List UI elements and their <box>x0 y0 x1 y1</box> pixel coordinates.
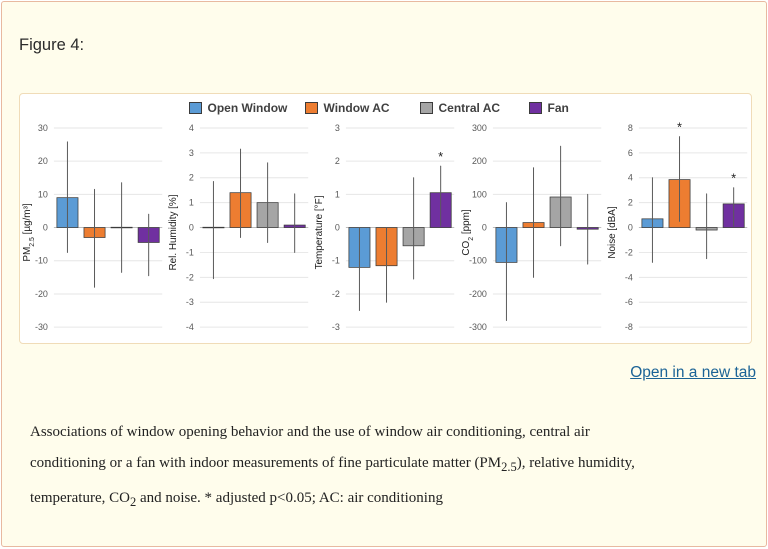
svg-text:1: 1 <box>189 198 194 208</box>
svg-text:10: 10 <box>38 189 48 199</box>
svg-text:-2: -2 <box>625 247 633 257</box>
svg-text:0: 0 <box>482 223 487 233</box>
svg-text:*: * <box>677 122 682 135</box>
svg-text:4: 4 <box>628 173 633 183</box>
svg-text:20: 20 <box>38 156 48 166</box>
svg-text:-30: -30 <box>35 322 48 332</box>
svg-text:Noise [dBA]: Noise [dBA] <box>607 206 618 259</box>
svg-text:-2: -2 <box>332 289 340 299</box>
svg-text:1: 1 <box>335 189 340 199</box>
svg-text:-1: -1 <box>186 247 194 257</box>
svg-text:2: 2 <box>628 198 633 208</box>
svg-text:-2: -2 <box>186 272 194 282</box>
svg-text:-100: -100 <box>469 256 487 266</box>
svg-text:*: * <box>731 171 736 186</box>
svg-text:0: 0 <box>189 223 194 233</box>
svg-text:0: 0 <box>335 223 340 233</box>
svg-text:Temperature [°F]: Temperature [°F] <box>314 195 325 269</box>
svg-text:2: 2 <box>335 156 340 166</box>
svg-text:Rel. Humidity [%]: Rel. Humidity [%] <box>168 194 179 270</box>
svg-text:4: 4 <box>189 123 194 133</box>
svg-text:-20: -20 <box>35 289 48 299</box>
svg-text:-4: -4 <box>186 322 194 332</box>
svg-text:CO2 [ppm]: CO2 [ppm] <box>461 209 475 255</box>
svg-text:PM2.5 [µg/m³]: PM2.5 [µg/m³] <box>22 203 36 262</box>
svg-text:-200: -200 <box>469 289 487 299</box>
svg-text:0: 0 <box>628 223 633 233</box>
svg-text:*: * <box>439 149 444 164</box>
svg-text:-4: -4 <box>625 272 633 282</box>
svg-text:200: 200 <box>472 156 487 166</box>
svg-text:8: 8 <box>628 123 633 133</box>
svg-text:30: 30 <box>38 123 48 133</box>
svg-text:-3: -3 <box>332 322 340 332</box>
svg-text:-10: -10 <box>35 256 48 266</box>
svg-text:100: 100 <box>472 189 487 199</box>
svg-text:3: 3 <box>335 123 340 133</box>
svg-text:0: 0 <box>43 223 48 233</box>
svg-text:300: 300 <box>472 123 487 133</box>
svg-text:3: 3 <box>189 148 194 158</box>
svg-text:-8: -8 <box>625 322 633 332</box>
svg-text:2: 2 <box>189 173 194 183</box>
svg-text:-300: -300 <box>469 322 487 332</box>
svg-text:-3: -3 <box>186 297 194 307</box>
svg-text:6: 6 <box>628 148 633 158</box>
svg-text:-1: -1 <box>332 256 340 266</box>
svg-text:-6: -6 <box>625 297 633 307</box>
